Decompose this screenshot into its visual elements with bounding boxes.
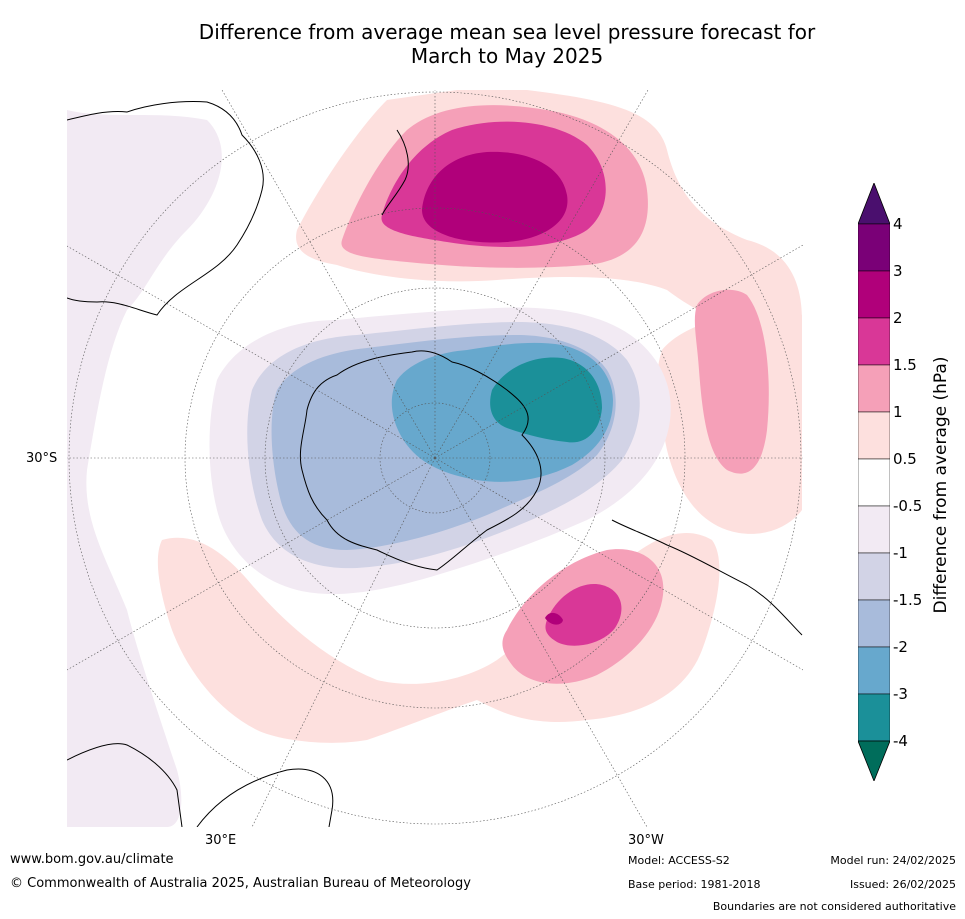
graticule-meridian-60 — [67, 457, 436, 671]
footer-model-run: Model run: 24/02/2025 — [830, 854, 956, 867]
graticule-circle-outer — [68, 91, 802, 825]
graticule-meridian-120 — [67, 245, 436, 459]
colorbar — [858, 183, 890, 781]
colorbar-bin-15-2 — [858, 317, 890, 366]
coastline-south-africa — [196, 768, 334, 827]
colorbar-tick: 0.5 — [893, 450, 917, 468]
footer-issued: Issued: 26/02/2025 — [849, 878, 956, 891]
colorbar-tick: -2 — [893, 638, 908, 656]
colorbar-bin-2-3 — [858, 270, 890, 319]
title-line-2: March to May 2025 — [410, 44, 604, 68]
graticule-meridian-180 — [434, 90, 649, 459]
footer-disclaimer: Boundaries are not considered authoritat… — [712, 900, 956, 913]
colorbar-bin-m1-m15 — [858, 552, 890, 601]
coastline-south-america — [611, 519, 803, 636]
coastline-new-zealand — [381, 129, 409, 216]
lat-label-30s: 30°S — [26, 451, 58, 466]
colorbar-bin-3-4 — [858, 223, 890, 272]
graticule-meridian-30 — [251, 457, 436, 827]
anomaly-region-satl-05 — [157, 532, 720, 743]
anomaly-region-satl-2 — [545, 612, 563, 625]
coastline-antarctica — [299, 350, 542, 571]
colorbar-tick: 1.5 — [893, 356, 917, 374]
graticule-meridian-m150 — [434, 244, 803, 459]
graticule-meridian-150 — [221, 90, 436, 459]
lon-label-30e: 30°E — [205, 833, 237, 848]
graticule-circle-pole — [379, 402, 491, 514]
colorbar-bin-1-15 — [858, 364, 890, 413]
colorbar-bin-m2-m3 — [858, 646, 890, 695]
chart-title: Difference from average mean sea level p… — [0, 20, 965, 68]
anomaly-region-m05-west — [67, 110, 222, 827]
colorbar-tick: 2 — [893, 309, 903, 327]
polar-map — [67, 90, 803, 827]
colorbar-tick: 1 — [893, 403, 903, 421]
graticule — [67, 90, 803, 827]
colorbar-bin-m15-m2 — [858, 599, 890, 648]
colorbar-bin-m05-m1 — [858, 505, 890, 554]
colorbar-extend-top — [858, 183, 890, 225]
anomaly-region-ant-m3 — [490, 357, 602, 443]
title-line-1: Difference from average mean sea level p… — [198, 20, 816, 44]
footer-url[interactable]: www.bom.gov.au/climate — [10, 852, 174, 867]
colorbar-tick: -0.5 — [893, 497, 923, 515]
graticule-circle-inner — [264, 287, 606, 629]
footer-base-period: Base period: 1981-2018 — [628, 878, 761, 891]
graticule-meridian-m90 — [434, 457, 803, 671]
colorbar-extend-bottom — [858, 740, 890, 781]
anomaly-region-epac-1 — [694, 289, 769, 474]
colorbar-tick: -4 — [893, 732, 908, 750]
colorbar-tick: 3 — [893, 262, 903, 280]
colorbar-bin-m3-m4 — [858, 693, 890, 742]
colorbar-label: Difference from average (hPa) — [931, 356, 951, 614]
lon-label-30w: 30°W — [628, 833, 664, 848]
footer-copyright: © Commonwealth of Australia 2025, Austra… — [10, 876, 471, 891]
coastlines — [67, 101, 803, 827]
anomaly-region-nz-2 — [422, 151, 568, 243]
colorbar-tick: -1 — [893, 544, 908, 562]
colorbar-bin-05-1 — [858, 411, 890, 460]
colorbar-tick: -1.5 — [893, 591, 923, 609]
graticule-meridian-m60 — [434, 457, 648, 827]
colorbar-tick: -3 — [893, 685, 908, 703]
anomaly-region-satl-15 — [545, 584, 622, 646]
coastline-africa — [67, 743, 183, 827]
colorbar-bin-neutral — [858, 458, 890, 507]
footer-model: Model: ACCESS-S2 — [628, 854, 730, 867]
coastline-australia — [67, 101, 264, 316]
colorbar-tick: 4 — [893, 215, 903, 233]
